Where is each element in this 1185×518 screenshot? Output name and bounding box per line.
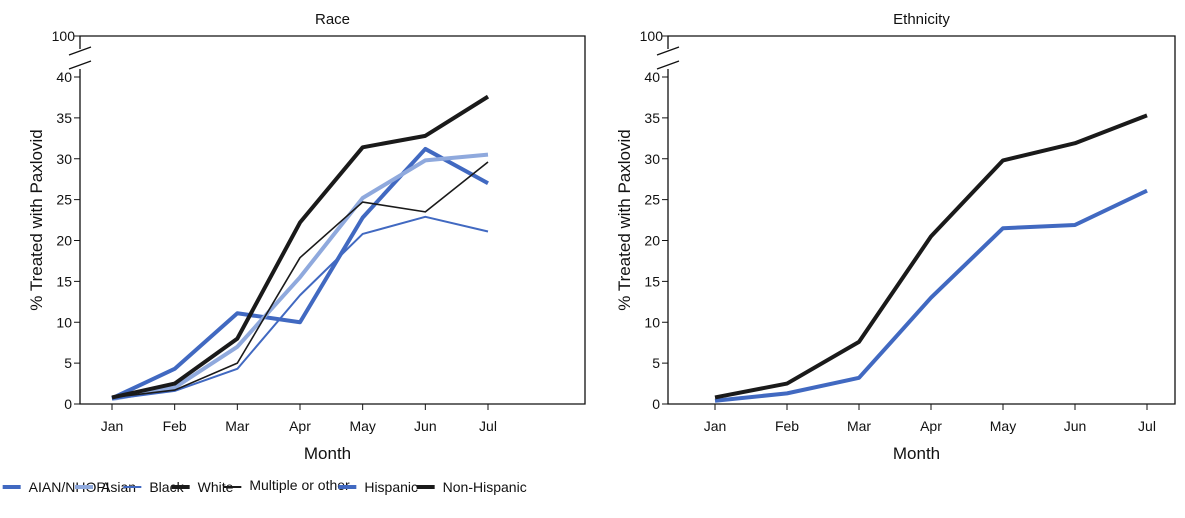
axis-break-mark [656, 46, 680, 56]
legend-label: Asian [101, 479, 136, 495]
x-tick-label: Jan [704, 418, 727, 434]
axis-break-mark [68, 46, 92, 56]
y-tick-label: 10 [56, 314, 72, 330]
y-tick-label: 40 [644, 69, 660, 85]
axis-break-gap [664, 49, 672, 69]
y-tick-label: 0 [64, 396, 72, 412]
y-tick-label: 5 [652, 355, 660, 371]
y-tick-label: 15 [644, 273, 660, 289]
legend-label: Hispanic [364, 479, 418, 495]
y-axis-label: % Treated with Paxlovid [615, 129, 634, 310]
series-line-asian [111, 152, 489, 402]
legend-label: AIAN/NHOPI [29, 479, 110, 495]
x-tick-label: Apr [920, 418, 942, 434]
legend-label: Non-Hispanic [443, 479, 527, 495]
axis-break-mark [68, 60, 92, 70]
y-axis-label: % Treated with Paxlovid [27, 129, 46, 310]
axis-break-gap [76, 49, 84, 69]
chart-title: Race [315, 11, 350, 28]
x-tick-label: Jun [1064, 418, 1087, 434]
y-tick-label: 30 [56, 151, 72, 167]
y-tick-label: 5 [64, 355, 72, 371]
y-tick-label: 15 [56, 273, 72, 289]
y-tick-label: 25 [644, 192, 660, 208]
y-tick-label: 10 [644, 314, 660, 330]
y-tick-label: 20 [56, 233, 72, 249]
series-line-non-hispanic [714, 113, 1148, 400]
x-tick-label: Feb [775, 418, 799, 434]
series-line-aian-nhopi [111, 146, 489, 401]
x-tick-label: Jul [479, 418, 497, 434]
x-tick-label: Apr [289, 418, 311, 434]
y-tick-label: 25 [56, 192, 72, 208]
axis-break-mark [656, 60, 680, 70]
y-tick-label: 30 [644, 151, 660, 167]
legend-label: White [198, 479, 234, 495]
y-tick-label: 100 [640, 28, 664, 44]
x-axis-label: Month [893, 444, 940, 463]
series-line-white [111, 94, 490, 400]
x-axis-label: Month [304, 444, 351, 463]
series-line-multiple-or-other [111, 161, 489, 399]
x-tick-label: May [990, 418, 1016, 434]
legend-label: Multiple or other [249, 477, 350, 493]
plot-frame [667, 35, 1176, 405]
series-line-black [111, 215, 489, 401]
y-tick-label: 100 [52, 28, 76, 44]
plot-frame [79, 35, 586, 405]
x-tick-label: Jan [101, 418, 124, 434]
y-tick-label: 35 [644, 110, 660, 126]
chart-title: Ethnicity [893, 11, 950, 28]
legend-label: Black [149, 479, 184, 495]
x-tick-label: Jul [1138, 418, 1156, 434]
x-tick-label: May [349, 418, 375, 434]
x-tick-label: Mar [225, 418, 249, 434]
x-tick-label: Feb [163, 418, 187, 434]
y-tick-label: 0 [652, 396, 660, 412]
y-tick-label: 40 [56, 69, 72, 85]
x-tick-label: Jun [414, 418, 437, 434]
x-tick-label: Mar [847, 418, 871, 434]
series-line-hispanic [714, 188, 1148, 403]
y-tick-label: 35 [56, 110, 72, 126]
y-tick-label: 20 [644, 233, 660, 249]
